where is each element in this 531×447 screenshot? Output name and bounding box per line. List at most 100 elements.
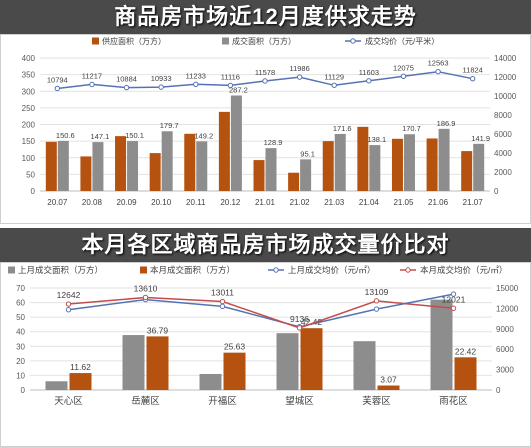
y-right-tick-label: 0 — [496, 386, 501, 395]
y-left-tick-label: 150 — [22, 137, 36, 146]
bar-last-month-area — [353, 341, 376, 390]
data-label-deal-area: 95.1 — [300, 149, 315, 158]
y-right-tick-label: 12000 — [494, 73, 517, 82]
bar-deal-area — [127, 141, 139, 191]
y-left-tick-label: 50 — [16, 313, 25, 322]
point-last-month-price — [65, 307, 72, 313]
line-last-month-price — [68, 293, 454, 328]
bar-this-month-area — [454, 357, 477, 390]
bar-supply-area — [115, 136, 127, 191]
y-right-tick-label: 4000 — [494, 149, 512, 158]
data-label-this-month-price: 13011 — [211, 288, 234, 298]
y-right-tick-label: 15000 — [496, 284, 519, 293]
data-label-deal-area: 150.1 — [125, 131, 144, 140]
y-left-tick-label: 70 — [16, 284, 25, 293]
chart-frame — [0, 34, 531, 224]
legend-label-last-month-area: 上月成交面积（万方） — [18, 265, 103, 275]
data-label-avg-price: 12563 — [428, 59, 449, 68]
bar-supply-area — [184, 133, 196, 191]
bar-supply-area — [461, 151, 473, 191]
data-label-this-month-area: 22.42 — [455, 346, 477, 356]
legend-marker-avg-price — [350, 38, 356, 44]
y-right-tick-label: 9000 — [496, 325, 514, 334]
legend-swatch-deal-area — [222, 37, 229, 45]
chart-title-district-comparison: 本月各区域商品房市场成交量价比对 — [0, 228, 531, 262]
bar-deal-area — [438, 128, 450, 191]
point-this-month-price — [65, 301, 72, 307]
bar-this-month-area — [146, 336, 169, 390]
legend-swatch-supply-area — [92, 37, 99, 45]
data-label-avg-price: 10884 — [116, 75, 137, 84]
x-category-label: 20.09 — [117, 198, 138, 207]
data-label-this-month-price: 13109 — [365, 287, 389, 297]
point-avg-price — [366, 78, 372, 84]
point-avg-price — [54, 85, 61, 92]
data-label-this-month-area: 3.07 — [380, 375, 397, 385]
bar-this-month-area — [69, 373, 92, 390]
y-right-tick-label: 6000 — [496, 345, 514, 354]
y-right-tick-label: 14000 — [494, 54, 517, 63]
y-left-tick-label: 400 — [22, 54, 36, 63]
data-label-deal-area: 171.6 — [333, 124, 352, 133]
bar-this-month-area — [223, 352, 246, 390]
x-category-label: 21.04 — [359, 198, 380, 207]
x-category-label: 天心区 — [54, 396, 83, 407]
bar-deal-area — [300, 159, 312, 191]
data-label-deal-area: 128.9 — [264, 138, 283, 147]
bar-supply-area — [357, 126, 369, 191]
data-label-avg-price: 11116 — [221, 72, 240, 81]
legend-swatch-this-month-area — [140, 266, 147, 274]
point-avg-price — [123, 84, 130, 91]
bar-last-month-area — [122, 335, 145, 390]
y-right-tick-label: 8000 — [494, 111, 512, 120]
data-label-this-month-area: 25.63 — [224, 342, 246, 352]
data-label-this-month-price: 13610 — [134, 283, 158, 293]
y-left-tick-label: 20 — [16, 357, 25, 366]
point-avg-price — [89, 81, 95, 88]
point-this-month-price — [219, 298, 226, 305]
y-left-tick-label: 0 — [31, 187, 36, 196]
bar-supply-area — [426, 138, 438, 191]
data-label-avg-price: 11603 — [359, 68, 379, 77]
bar-this-month-area — [300, 328, 323, 390]
data-label-deal-area: 179.7 — [160, 121, 179, 130]
legend-swatch-last-month-area — [8, 266, 15, 274]
x-category-label: 21.05 — [393, 198, 414, 207]
bar-supply-area — [288, 172, 300, 191]
point-avg-price — [400, 73, 407, 79]
legend-label-deal-area: 成交面积（万方） — [232, 36, 296, 46]
point-avg-price — [296, 74, 303, 80]
x-category-label: 岳麓区 — [131, 395, 160, 407]
x-category-label: 雨花区 — [439, 395, 468, 407]
x-category-label: 20.11 — [186, 198, 206, 207]
data-label-avg-price: 12075 — [393, 63, 414, 72]
point-this-month-price — [142, 294, 149, 301]
bar-deal-area — [473, 143, 485, 191]
bar-supply-area — [253, 160, 265, 191]
point-avg-price — [193, 81, 199, 87]
bar-deal-area — [196, 141, 208, 191]
bar-deal-area — [92, 142, 104, 191]
x-category-label: 20.08 — [82, 198, 103, 207]
x-category-label: 21.01 — [255, 198, 276, 207]
point-last-month-price — [219, 303, 226, 310]
data-label-avg-price: 11217 — [82, 71, 102, 80]
bar-last-month-area — [430, 299, 453, 390]
y-left-tick-label: 250 — [22, 104, 36, 113]
data-label-deal-area: 186.9 — [437, 119, 456, 128]
y-left-tick-label: 100 — [22, 154, 36, 163]
bar-deal-area — [57, 140, 69, 191]
line-this-month-price — [68, 296, 454, 329]
data-label-deal-area: 138.1 — [367, 135, 386, 144]
x-category-label: 20.12 — [220, 198, 241, 207]
y-left-tick-label: 0 — [21, 386, 26, 395]
point-this-month-price — [450, 305, 457, 311]
data-label-deal-area: 287.2 — [229, 86, 248, 95]
point-last-month-price — [373, 306, 380, 312]
point-this-month-price — [296, 325, 303, 331]
data-label-avg-price: 11986 — [289, 64, 309, 73]
legend-marker-last-month-price — [273, 267, 279, 273]
data-label-deal-area: 141.9 — [471, 134, 490, 143]
data-label-this-month-area: 11.62 — [70, 362, 91, 372]
y-left-tick-label: 200 — [22, 121, 36, 130]
